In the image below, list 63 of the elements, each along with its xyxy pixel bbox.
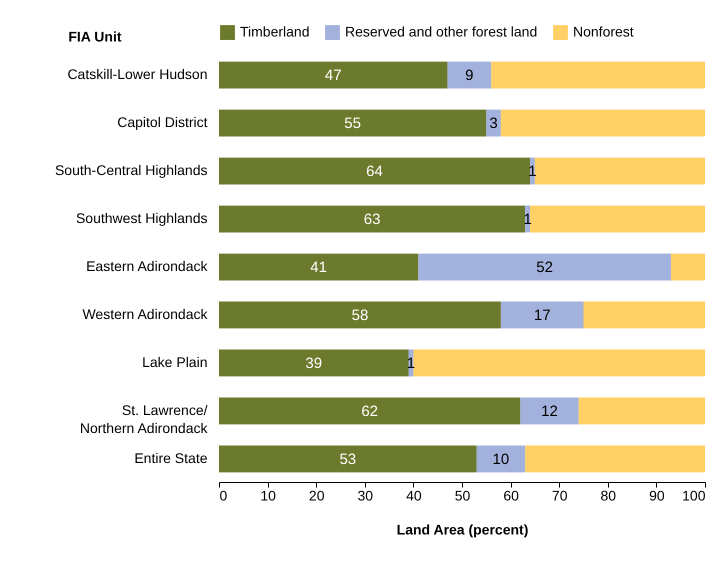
y-tick-label: Eastern Adirondack: [86, 258, 208, 274]
data-label: 47: [324, 67, 342, 84]
bar: [219, 110, 486, 136]
bar: [447, 62, 492, 88]
data-label: 9: [465, 67, 474, 84]
bar: [584, 302, 705, 328]
x-tick-label: 50: [454, 488, 470, 504]
x-tick-label: 100: [682, 488, 706, 504]
data-label: 17: [534, 306, 551, 324]
bar: [500, 302, 584, 328]
x-tick-label: 10: [260, 488, 276, 504]
bar: [219, 302, 501, 328]
y-tick-label: St. Lawrence/ Northern Adirondack: [80, 402, 208, 436]
bar: [530, 206, 705, 232]
x-tick-label: 20: [308, 488, 325, 504]
y-axis-title: FIA Unit: [68, 28, 122, 44]
bar: [525, 446, 705, 472]
bar: [500, 110, 705, 136]
data-label: 58: [352, 306, 368, 324]
data-label: 62: [361, 402, 378, 420]
legend-label: Nonforest: [573, 24, 634, 40]
legend-label: Reserved and other forest land: [345, 24, 538, 40]
data-label: 3: [489, 115, 498, 132]
data-label: 39: [305, 354, 322, 372]
bar: [219, 62, 448, 88]
x-axis-title: Land Area (percent): [396, 522, 528, 538]
bar: [219, 158, 530, 184]
y-tick-label: Southwest Highlands: [76, 210, 208, 226]
bar: [476, 446, 526, 472]
x-tick-label: 80: [600, 488, 616, 504]
data-label: 64: [366, 163, 383, 180]
data-label: 63: [364, 211, 380, 228]
bar: [578, 398, 705, 424]
bar: [219, 398, 520, 424]
x-tick-label: 90: [649, 488, 665, 504]
legend-label: Timberland: [240, 24, 310, 40]
x-tick-label: 60: [503, 488, 520, 504]
x-tick-label: 0: [220, 488, 228, 504]
data-label: 41: [310, 259, 327, 276]
bar: [413, 350, 705, 376]
y-tick-label: Capitol District: [117, 114, 208, 130]
x-tick-label: 30: [358, 488, 374, 504]
bar: [219, 254, 418, 280]
bar: [491, 62, 705, 88]
data-label: 12: [541, 402, 558, 420]
bar: [520, 398, 579, 424]
y-tick-label: Western Adirondack: [82, 306, 208, 322]
bar: [219, 206, 526, 232]
data-label: 10: [492, 450, 510, 468]
bar: [670, 254, 705, 280]
bar: [418, 254, 671, 280]
bar: [219, 446, 477, 472]
data-label: 53: [339, 450, 356, 468]
data-label: 55: [344, 115, 361, 132]
y-tick-label: South-Central Highlands: [54, 162, 208, 178]
y-tick-label: Lake Plain: [142, 354, 208, 370]
y-tick-label: Catskill-Lower Hudson: [67, 66, 208, 82]
data-label: 52: [536, 259, 553, 276]
x-tick-label: 40: [406, 488, 422, 504]
bar: [219, 350, 409, 376]
bar: [534, 158, 705, 184]
y-tick-label: Entire State: [134, 450, 208, 466]
x-tick-label: 70: [552, 488, 568, 504]
